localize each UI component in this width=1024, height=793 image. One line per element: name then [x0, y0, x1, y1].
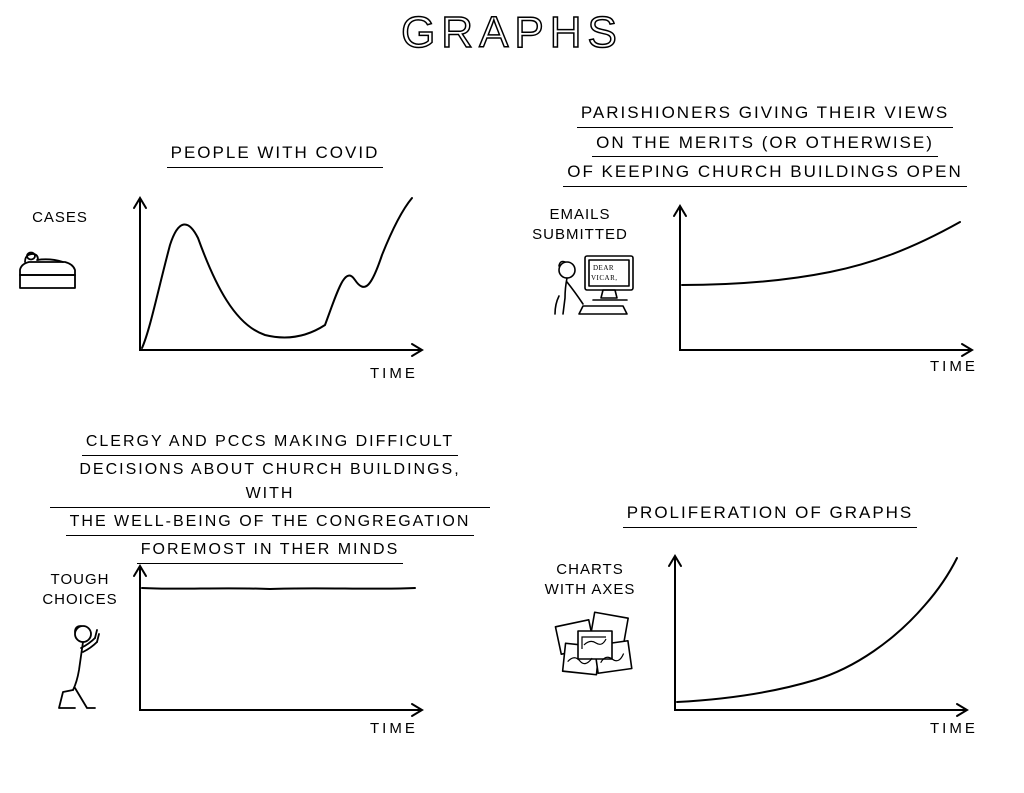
title-line: CLERGY AND PCCS MAKING DIFFICULT: [82, 430, 458, 456]
title-line: PARISHIONERS GIVING THEIR VIEWS: [577, 100, 953, 128]
page-title: GRAPHS: [0, 8, 1024, 58]
panel-proliferation: PROLIFERATION OF GRAPHS CHARTS WITH AXES…: [540, 480, 1000, 770]
panel-parishioners: PARISHIONERS GIVING THEIR VIEWS ON THE M…: [530, 100, 1000, 380]
curve-line: [142, 198, 412, 348]
panel-proliferation-chart: [655, 550, 985, 730]
panel-covid-title-line-1: PEOPLE WITH COVID: [167, 140, 384, 168]
screen-text-line2: VICAR,: [591, 274, 618, 282]
panel-parishioners-chart: [660, 200, 990, 370]
title-line: PROLIFERATION OF GRAPHS: [623, 500, 918, 528]
axes: [140, 200, 420, 350]
person-at-computer-icon: DEAR VICAR,: [545, 248, 645, 328]
title-line: DECISIONS ABOUT CHURCH BUILDINGS, WITH: [50, 458, 490, 508]
panel-covid-xlabel: TIME: [370, 365, 418, 382]
panel-covid-ylabel: CASES: [20, 208, 100, 228]
curve-line: [682, 222, 960, 285]
panel-clergy-xlabel: TIME: [370, 720, 418, 737]
panel-proliferation-title: PROLIFERATION OF GRAPHS: [540, 500, 1000, 530]
curve-line: [677, 558, 957, 702]
panel-covid-chart: [120, 190, 440, 370]
title-line: OF KEEPING CHURCH BUILDINGS OPEN: [563, 159, 967, 187]
panel-clergy-title: CLERGY AND PCCS MAKING DIFFICULT DECISIO…: [50, 430, 490, 566]
panel-clergy-chart: [120, 560, 440, 730]
screen-text-line1: DEAR: [593, 264, 614, 272]
panel-covid-title: PEOPLE WITH COVID: [60, 140, 490, 170]
curve-line: [142, 588, 415, 589]
title-line: ON THE MERITS (OR OTHERWISE): [592, 130, 938, 158]
panel-covid: PEOPLE WITH COVID CASES TIME: [60, 120, 490, 380]
title-line: THE WELL-BEING OF THE CONGREGATION: [66, 510, 475, 536]
panel-proliferation-xlabel: TIME: [930, 720, 978, 737]
panel-clergy-ylabel: TOUGH CHOICES: [30, 570, 130, 609]
panel-parishioners-xlabel: TIME: [930, 358, 978, 375]
panel-proliferation-ylabel: CHARTS WITH AXES: [530, 560, 650, 599]
kneeling-praying-figure-icon: [45, 620, 115, 720]
person-in-bed-icon: [15, 240, 85, 295]
panel-parishioners-title: PARISHIONERS GIVING THEIR VIEWS ON THE M…: [530, 100, 1000, 189]
axes: [680, 208, 970, 350]
panel-parishioners-ylabel: EMAILS SUBMITTED: [520, 205, 640, 244]
axes: [675, 558, 965, 710]
panel-clergy: CLERGY AND PCCS MAKING DIFFICULT DECISIO…: [50, 430, 490, 770]
stack-of-charts-icon: [550, 605, 640, 685]
